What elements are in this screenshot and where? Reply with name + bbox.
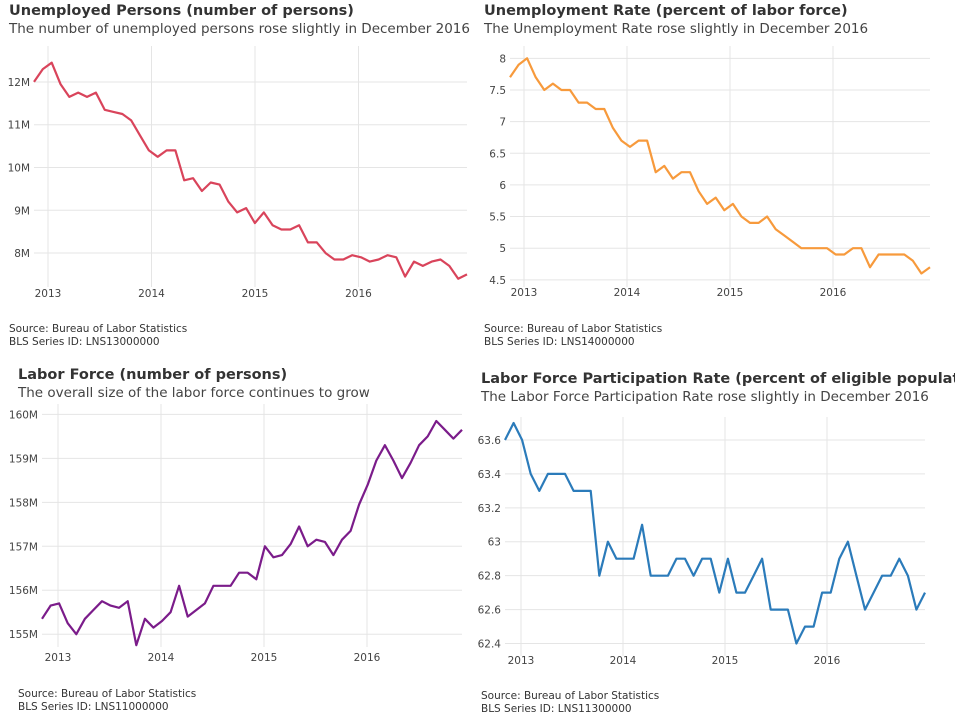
y-tick-label: 158M xyxy=(9,497,38,509)
y-tick-label: 159M xyxy=(9,453,38,465)
y-tick-label: 6 xyxy=(499,180,506,192)
series-id-label: BLS Series ID: LNS13000000 xyxy=(9,336,160,348)
y-tick-label: 5 xyxy=(499,243,506,255)
chart-subtitle: The Labor Force Participation Rate rose … xyxy=(481,389,929,405)
y-tick-label: 157M xyxy=(9,541,38,553)
y-tick-label: 5.5 xyxy=(489,212,506,224)
y-tick-label: 8 xyxy=(499,53,506,65)
x-tick-label: 2014 xyxy=(138,288,165,300)
y-tick-label: 4.5 xyxy=(489,275,506,287)
y-tick-label: 156M xyxy=(9,585,38,597)
y-tick-label: 63.2 xyxy=(478,503,501,515)
series-id-label: BLS Series ID: LNS14000000 xyxy=(484,336,635,348)
chart-subtitle: The Unemployment Rate rose slightly in D… xyxy=(484,21,869,37)
x-tick-label: 2015 xyxy=(717,287,744,299)
y-tick-label: 10M xyxy=(8,163,30,175)
chart-title: Labor Force (number of persons) xyxy=(18,367,288,383)
x-tick-label: 2015 xyxy=(251,652,278,664)
y-tick-label: 62.8 xyxy=(478,571,501,583)
y-tick-label: 62.6 xyxy=(478,605,502,617)
y-tick-label: 7.5 xyxy=(489,85,506,97)
series-line xyxy=(504,421,926,645)
y-tick-label: 6.5 xyxy=(489,148,506,160)
x-tick-label: 2014 xyxy=(614,287,641,299)
series-line xyxy=(41,419,463,647)
source-label: Source: Bureau of Labor Statistics xyxy=(484,323,663,335)
chart-title: Unemployed Persons (number of persons) xyxy=(9,3,354,19)
x-tick-label: 2013 xyxy=(45,652,72,664)
y-tick-label: 7 xyxy=(499,117,506,129)
y-tick-label: 8M xyxy=(14,248,30,260)
source-label: Source: Bureau of Labor Statistics xyxy=(9,323,188,335)
chart-subtitle: The overall size of the labor force cont… xyxy=(18,385,370,401)
x-tick-label: 2014 xyxy=(610,655,637,667)
y-tick-label: 63 xyxy=(488,537,501,549)
source-label: Source: Bureau of Labor Statistics xyxy=(18,688,197,700)
y-tick-label: 155M xyxy=(9,629,38,641)
series-line xyxy=(33,61,468,280)
series-id-label: BLS Series ID: LNS11000000 xyxy=(18,701,169,713)
y-tick-label: 11M xyxy=(8,120,30,132)
chart-title: Labor Force Participation Rate (percent … xyxy=(481,371,955,387)
x-tick-label: 2013 xyxy=(508,655,535,667)
x-tick-label: 2015 xyxy=(242,288,269,300)
y-tick-label: 62.4 xyxy=(478,639,502,651)
y-tick-label: 63.4 xyxy=(478,469,502,481)
x-tick-label: 2016 xyxy=(814,655,841,667)
y-tick-label: 160M xyxy=(9,409,38,421)
source-label: Source: Bureau of Labor Statistics xyxy=(481,690,660,702)
x-tick-label: 2016 xyxy=(820,287,847,299)
series-id-label: BLS Series ID: LNS11300000 xyxy=(481,703,632,715)
chart-subtitle: The number of unemployed persons rose sl… xyxy=(9,21,470,37)
y-tick-label: 12M xyxy=(8,77,30,89)
chart-title: Unemployment Rate (percent of labor forc… xyxy=(484,3,848,19)
x-tick-label: 2015 xyxy=(712,655,739,667)
x-tick-label: 2016 xyxy=(345,288,372,300)
y-tick-label: 63.6 xyxy=(478,435,502,447)
x-tick-label: 2014 xyxy=(148,652,175,664)
x-tick-label: 2013 xyxy=(511,287,538,299)
series-line xyxy=(509,57,931,275)
x-tick-label: 2013 xyxy=(35,288,62,300)
y-tick-label: 9M xyxy=(14,205,30,217)
x-tick-label: 2016 xyxy=(354,652,381,664)
